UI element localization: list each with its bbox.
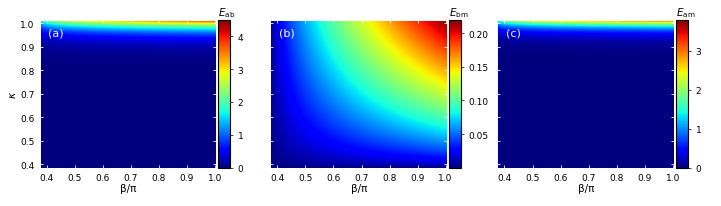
X-axis label: β/π: β/π — [120, 183, 136, 193]
Text: (c): (c) — [506, 28, 521, 38]
Y-axis label: κ: κ — [8, 91, 17, 97]
Text: (a): (a) — [48, 28, 64, 38]
X-axis label: β/π: β/π — [350, 183, 367, 193]
X-axis label: β/π: β/π — [578, 183, 594, 193]
Text: $E_{\mathrm{am}}$: $E_{\mathrm{am}}$ — [676, 7, 696, 20]
Text: (b): (b) — [279, 28, 295, 38]
Text: $E_{\mathrm{bm}}$: $E_{\mathrm{bm}}$ — [449, 7, 469, 20]
Text: $E_{\mathrm{ab}}$: $E_{\mathrm{ab}}$ — [218, 7, 236, 20]
